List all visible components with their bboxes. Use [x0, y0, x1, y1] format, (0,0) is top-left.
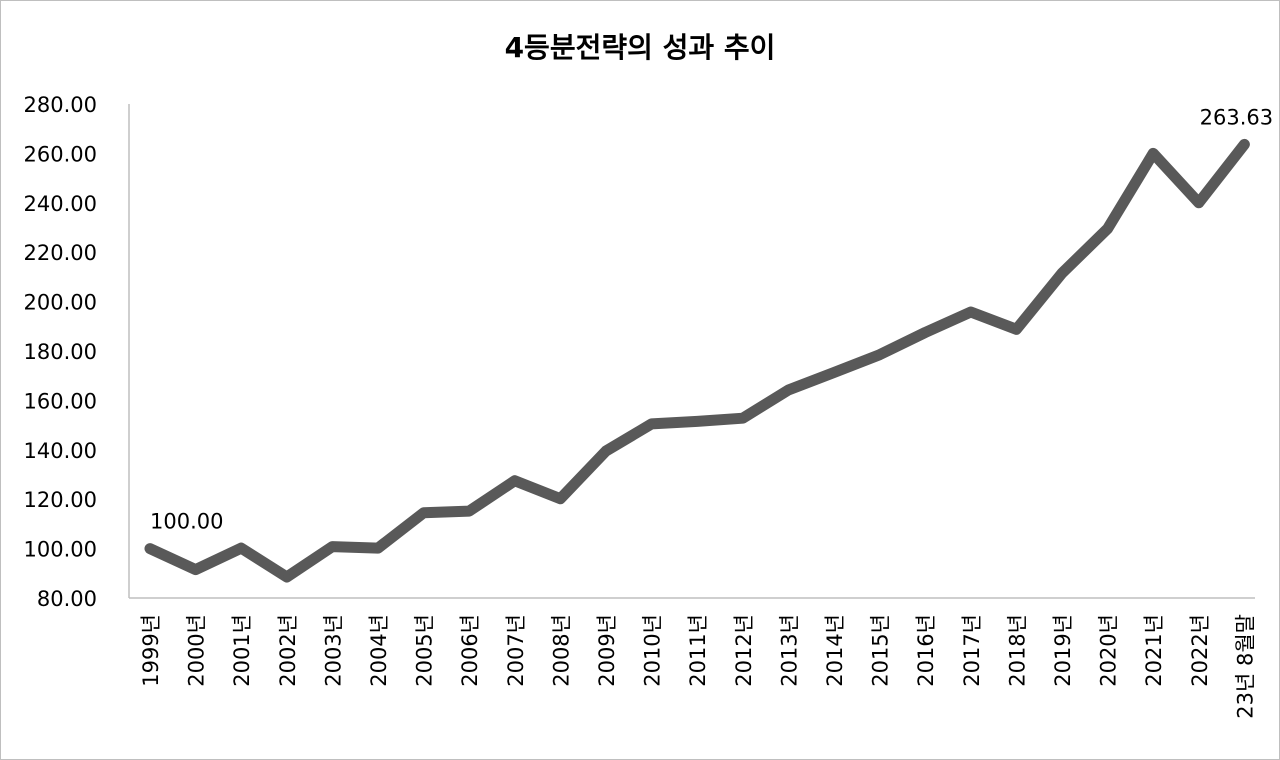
- x-tick-label: 2007년: [504, 614, 528, 687]
- data-point: [648, 420, 656, 428]
- data-point: [556, 495, 564, 503]
- data-point: [967, 308, 975, 316]
- y-tick-label: 200.00: [24, 291, 97, 315]
- x-tick-label: 2009년: [595, 614, 619, 687]
- chart-title: 4등분전략의 성과 추이: [504, 31, 776, 64]
- data-point: [921, 329, 929, 336]
- data-point: [283, 573, 291, 581]
- data-point: [374, 544, 382, 552]
- x-tick-label: 2000년: [185, 614, 209, 687]
- data-point: [192, 566, 200, 574]
- x-tick-label: 2012년: [732, 614, 756, 687]
- data-point: [237, 544, 245, 552]
- x-tick-label: 2008년: [549, 614, 573, 687]
- x-tick-label: 2004년: [367, 614, 391, 687]
- data-point: [511, 477, 519, 485]
- data-point: [876, 351, 884, 359]
- data-point: [1058, 269, 1066, 277]
- y-tick-label: 240.00: [24, 192, 97, 216]
- data-point: [146, 545, 154, 553]
- x-tick-label: 2010년: [641, 614, 665, 687]
- data-point: [328, 543, 336, 551]
- series-line: [144, 138, 1250, 583]
- x-tick-label: 2019년: [1051, 614, 1075, 687]
- y-tick-label: 220.00: [24, 241, 97, 265]
- data-point: [830, 369, 838, 376]
- x-tick-label: 2022년: [1188, 614, 1212, 687]
- data-point: [784, 386, 792, 394]
- x-tick-label: 2006년: [458, 614, 482, 687]
- x-tick-label: 2013년: [777, 614, 801, 687]
- y-tick-label: 180.00: [24, 340, 97, 364]
- data-point: [1104, 225, 1112, 233]
- data-point: [739, 414, 747, 422]
- data-point: [465, 507, 473, 515]
- x-tick-label: 2002년: [276, 614, 300, 687]
- y-tick-label: 140.00: [24, 439, 97, 463]
- data-point: [1240, 140, 1248, 148]
- x-tick-label: 2003년: [321, 614, 345, 687]
- data-point: [1195, 199, 1203, 207]
- y-tick-label: 260.00: [24, 142, 97, 166]
- data-point: [602, 447, 610, 455]
- x-tick-label: 2015년: [869, 614, 893, 687]
- data-label: 100.00: [150, 510, 223, 534]
- x-tick-label: 2014년: [823, 614, 847, 687]
- x-tick-label: 2017년: [960, 614, 984, 687]
- x-tick-label: 2018년: [1005, 614, 1029, 687]
- y-tick-label: 80.00: [37, 587, 97, 611]
- x-tick-label: 2021년: [1142, 614, 1166, 687]
- x-tick-label: 2016년: [914, 614, 938, 687]
- data-point: [693, 417, 701, 425]
- x-tick-label: 2005년: [413, 614, 437, 687]
- y-tick-label: 100.00: [24, 538, 97, 562]
- y-tick-label: 280.00: [24, 93, 97, 117]
- x-tick-label: 2020년: [1097, 614, 1121, 687]
- x-tick-label: 1999년: [139, 614, 163, 687]
- x-tick-label: 23년 8월말: [1233, 614, 1257, 719]
- y-tick-label: 120.00: [24, 488, 97, 512]
- x-tick-label: 2001년: [230, 614, 254, 687]
- data-label: 263.63: [1200, 105, 1273, 129]
- y-tick-label: 160.00: [24, 389, 97, 413]
- data-point: [1012, 325, 1020, 333]
- data-point: [420, 509, 428, 517]
- data-point: [1149, 149, 1157, 157]
- x-tick-label: 2011년: [686, 614, 710, 687]
